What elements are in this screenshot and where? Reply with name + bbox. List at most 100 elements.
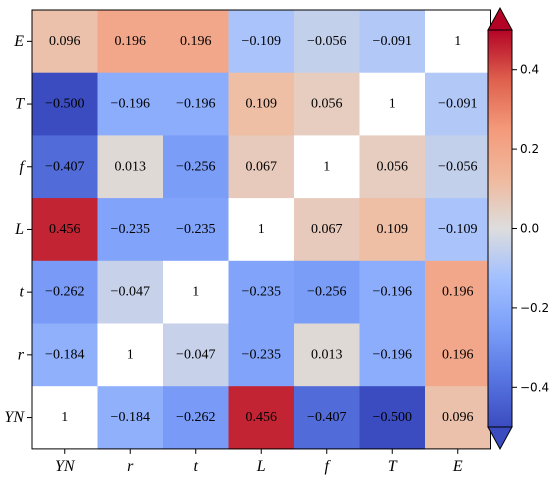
heatmap-cell [425,198,491,262]
cell-value-label: 0.196 [442,285,474,300]
cell-value-label: 0.067 [246,159,278,174]
cell-value-label: 0.109 [377,222,409,237]
cell-value-label: −0.262 [176,410,215,425]
heatmap-cell [97,386,164,450]
heatmap-cell [97,72,164,136]
cell-value-label: −0.196 [111,97,150,112]
cell-value-label: −0.109 [242,34,281,49]
heatmap-value-labels: 0.096 0.196 0.196 −0.109 −0.056 −0.091 1 −0.500… [45,34,477,425]
cell-value-label: −0.235 [242,347,281,362]
cell-value-label: −0.235 [242,285,281,300]
heatmap-cell [32,323,98,387]
colorbar-gradient [488,30,512,427]
colorbar-extend-max [487,6,513,31]
heatmap-cell [425,323,491,387]
heatmap-cell [359,260,426,324]
x-tick-label: T [388,458,398,475]
heatmap-cell [32,386,98,450]
y-axis-ticks: E Tf Lt r YN [4,33,32,426]
x-tick-label: f [325,458,332,475]
heatmap-cell [359,10,426,74]
cell-value-label: −0.184 [111,410,150,425]
x-tick-label: E [452,458,463,475]
cell-value-label: −0.047 [111,285,150,300]
cell-value-label: 0.109 [246,97,278,112]
cell-value-label: 1 [61,410,68,425]
heatmap-cell [97,260,164,324]
cell-value-label: −0.256 [176,159,215,174]
heatmap-cell [163,198,229,262]
y-tick-label: L [14,221,24,238]
cell-value-label: −0.500 [373,410,412,425]
cell-value-label: 0.056 [311,97,343,112]
heatmap-cell [228,135,295,199]
heatmap-cell [32,72,98,136]
y-tick-label: YN [4,409,25,426]
y-tick-label: T [15,96,25,113]
cell-value-label: 0.456 [246,410,278,425]
x-tick-label: YN [55,458,76,475]
cell-value-label: 1 [323,159,330,174]
heatmap-cell [32,198,98,262]
cell-value-label: −0.056 [438,159,477,174]
x-tick-label: L [256,458,266,475]
cell-value-label: 0.096 [49,34,81,49]
heatmap-cell [294,386,360,450]
heatmap-cell [32,135,98,199]
cell-value-label: 1 [389,97,396,112]
heatmap-cell [97,323,164,387]
cell-value-label: −0.109 [438,222,477,237]
heatmap-cell [425,10,491,74]
heatmap-cells [32,10,491,450]
cell-value-label: 0.196 [180,34,212,49]
cell-value-label: 0.096 [442,410,474,425]
cell-value-label: −0.056 [307,34,346,49]
heatmap-cell [32,260,98,324]
heatmap-cell [294,198,360,262]
cell-value-label: 1 [258,222,265,237]
cell-value-label: 0.056 [377,159,409,174]
colorbar-tick-label: −0.2 [520,301,549,315]
cell-value-label: 1 [454,34,461,49]
x-tick-label: t [194,458,199,475]
colorbar-tick-label: 0.2 [520,142,539,156]
heatmap-cell [294,72,360,136]
cell-value-label: 0.013 [311,347,343,362]
heatmap-cell [294,135,360,199]
heatmap-cell [425,135,491,199]
heatmap-cell [228,260,295,324]
y-tick-label: f [20,158,27,175]
cell-value-label: −0.407 [45,159,84,174]
heatmap-cell [228,198,295,262]
cell-value-label: −0.047 [176,347,215,362]
cell-value-label: 1 [192,285,199,300]
cell-value-label: 0.013 [115,159,147,174]
heatmap-cell [97,135,164,199]
y-tick-label: r [18,346,25,363]
heatmap-cell [163,386,229,450]
cell-value-label: −0.091 [438,97,477,112]
colorbar-extend-min [487,426,513,451]
heatmap-cell [425,260,491,324]
heatmap-cell [163,135,229,199]
cell-value-label: 1 [127,347,134,362]
cell-value-label: −0.262 [45,285,84,300]
heatmap-cell [97,10,164,74]
heatmap-cell [359,386,426,450]
heatmap-cell [294,10,360,74]
heatmap-cell [359,323,426,387]
cell-value-label: −0.500 [45,97,84,112]
heatmap-cell [163,72,229,136]
cell-value-label: 0.067 [311,222,343,237]
heatmap-cell [294,323,360,387]
heatmap-cell [228,10,295,74]
cell-value-label: −0.184 [45,347,84,362]
cell-value-label: −0.235 [111,222,150,237]
colorbar-tick-label: −0.4 [520,380,549,394]
heatmap-cell [359,198,426,262]
colorbar-tick-label: 0.0 [520,222,539,236]
colorbar-tick-label: 0.4 [520,63,539,77]
cell-value-label: −0.256 [307,285,346,300]
